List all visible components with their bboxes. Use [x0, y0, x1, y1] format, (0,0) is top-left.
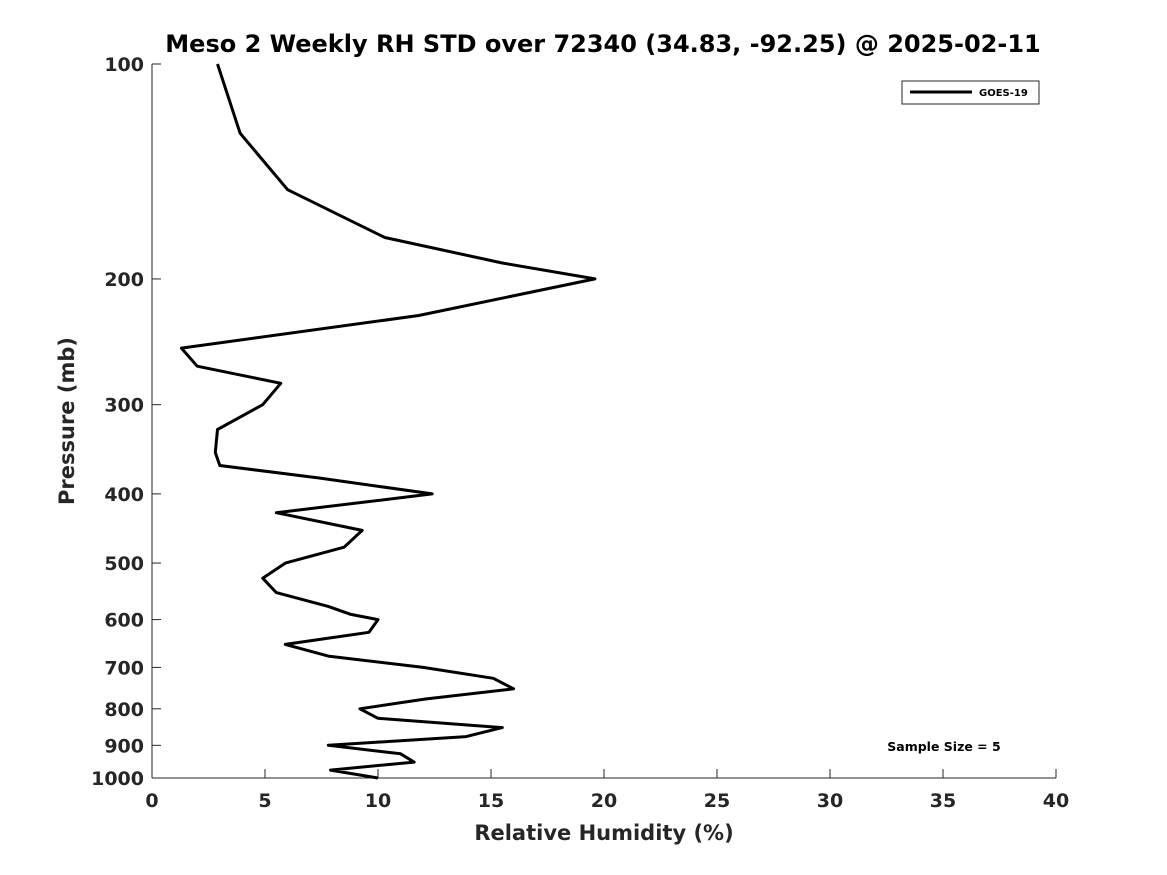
x-ticks: 0 5 10 15 20 25 30 35 40: [145, 769, 1069, 812]
y-tick-label: 800: [104, 699, 144, 721]
x-tick-label: 5: [258, 790, 271, 812]
y-tick-label: 400: [104, 484, 144, 506]
x-tick-label: 15: [478, 790, 504, 812]
y-tick-label: 900: [104, 735, 144, 757]
y-tick-label: 700: [104, 657, 144, 679]
y-tick-label: 1000: [91, 768, 144, 790]
legend: GOES-19: [901, 80, 1040, 105]
y-ticks: 100 200 300 400 500 600 700 800 900 1000: [91, 54, 161, 790]
plot-area: [179, 63, 597, 780]
axes: [151, 64, 1056, 779]
y-tick-label: 300: [104, 395, 144, 417]
sample-size-annotation: Sample Size = 5: [887, 739, 1000, 754]
x-tick-label: 35: [930, 790, 956, 812]
y-tick-label: 100: [104, 54, 144, 76]
y-axis-label: Pressure (mb): [55, 337, 79, 505]
x-tick-label: 20: [591, 790, 617, 812]
x-tick-label: 0: [145, 790, 158, 812]
x-tick-label: 25: [704, 790, 730, 812]
y-tick-label: 500: [104, 553, 144, 575]
chart-title: Meso 2 Weekly RH STD over 72340 (34.83, …: [165, 30, 1040, 58]
legend-label-goes-19: GOES-19: [979, 88, 1028, 99]
x-axis-label: Relative Humidity (%): [474, 821, 733, 845]
y-tick-label: 600: [104, 610, 144, 632]
y-tick-label: 200: [104, 269, 144, 291]
x-tick-label: 10: [365, 790, 391, 812]
x-tick-label: 30: [817, 790, 843, 812]
series-line-goes-19: [179, 63, 597, 780]
x-tick-label: 40: [1043, 790, 1069, 812]
